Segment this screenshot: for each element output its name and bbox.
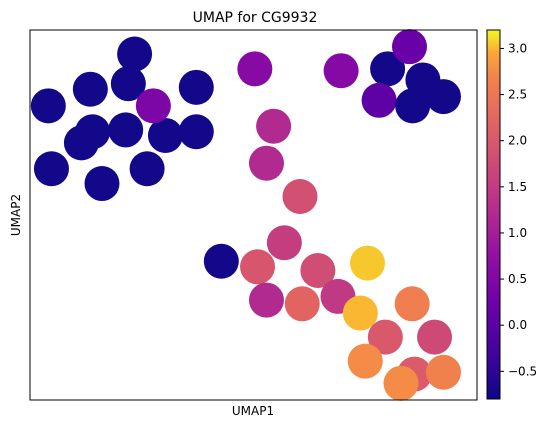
plot-frame: [29, 29, 478, 401]
scatter-point-32: [383, 365, 419, 401]
scatter-point-15: [237, 51, 273, 87]
colorbar-tick-label-3: 1.0: [508, 226, 527, 240]
scatter-point-1: [33, 151, 69, 187]
chart-title: UMAP for CG9932: [193, 10, 318, 26]
scatter-point-13: [135, 88, 171, 124]
scatter-point-4: [72, 71, 108, 107]
scatter-point-34: [425, 354, 461, 390]
scatter-point-39: [395, 88, 431, 124]
colorbar-gradient: [486, 29, 501, 400]
scatter-point-12: [178, 114, 214, 150]
colorbar: −0.5 0.0 0.5 1.0 1.5 2.0 2.5 3.0: [486, 29, 537, 400]
scatter-point-9: [129, 151, 165, 187]
scatter-point-8: [117, 36, 153, 72]
scatter-point-3: [75, 114, 111, 150]
scatter-point-27: [342, 295, 378, 331]
scatter-point-5: [84, 166, 120, 202]
scatter-point-40: [425, 79, 461, 115]
scatter-point-16: [256, 108, 292, 144]
colorbar-tick-label-7: 3.0: [508, 41, 527, 55]
colorbar-tick-label-4: 1.5: [508, 180, 527, 194]
scatter-point-18: [282, 179, 318, 214]
scatter-point-14: [203, 243, 239, 279]
scatter-point-23: [300, 253, 336, 288]
scatter-point-26: [349, 245, 385, 281]
scatter-point-38: [361, 82, 397, 118]
scatter-point-36: [392, 29, 428, 65]
colorbar-tick-label-1: 0.0: [508, 318, 527, 332]
colorbar-tick-label-2: 0.5: [508, 272, 527, 286]
scatter-point-7: [110, 66, 146, 102]
scatter-point-19: [266, 225, 302, 261]
colorbar-tick-label-6: 2.5: [508, 88, 527, 102]
colorbar-tick-label-0: −0.5: [508, 364, 537, 378]
scatter-point-35: [370, 51, 406, 87]
scatter-point-20: [240, 249, 276, 285]
scatter-point-28: [367, 319, 403, 355]
colorbar-tick-label-5: 2.0: [508, 134, 527, 148]
scatter-points: [30, 29, 461, 401]
scatter-point-33: [417, 319, 453, 355]
scatter-point-25: [323, 53, 359, 89]
scatter-point-10: [147, 117, 183, 153]
x-axis-label: UMAP1: [232, 404, 274, 418]
scatter-point-30: [394, 286, 430, 322]
scatter-point-29: [347, 343, 383, 379]
scatter-point-17: [248, 145, 284, 181]
scatter-point-0: [30, 88, 66, 124]
scatter-point-22: [284, 286, 320, 322]
scatter-point-6: [108, 112, 144, 148]
y-axis-label: UMAP2: [9, 194, 23, 236]
colorbar-ticks: −0.5 0.0 0.5 1.0 1.5 2.0 2.5 3.0: [500, 41, 537, 378]
scatter-point-11: [178, 69, 214, 105]
scatter-point-21: [248, 282, 284, 318]
